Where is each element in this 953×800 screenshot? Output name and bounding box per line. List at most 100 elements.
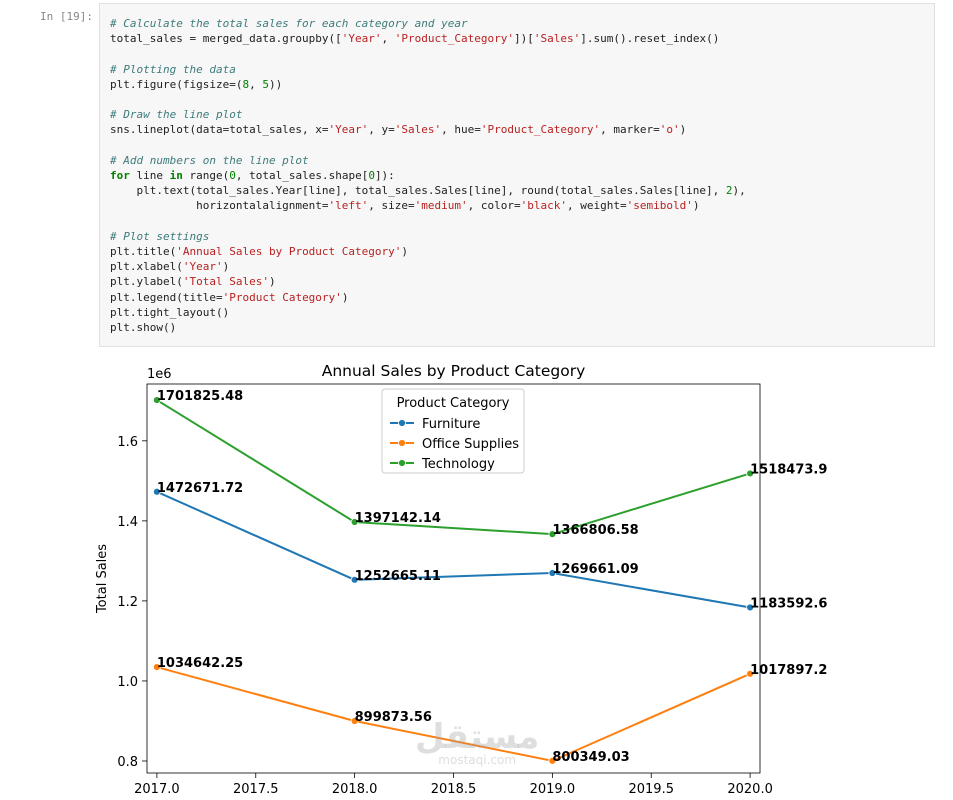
- y-tick-label: 1.2: [117, 595, 138, 610]
- code-token: ): [268, 275, 276, 289]
- code-token: plt.legend(title=: [110, 290, 223, 304]
- data-point: [350, 717, 359, 725]
- code-token: 0: [229, 169, 236, 183]
- y-offset-label: 1e6: [147, 367, 172, 382]
- code-token: # Draw the line plot: [110, 108, 243, 122]
- legend-entry-label: Furniture: [422, 417, 480, 432]
- series-line: [156, 666, 751, 762]
- data-label: 899873.56: [355, 710, 432, 725]
- x-tick-label: 2017.0: [134, 782, 180, 795]
- chart-title: Annual Sales by Product Category: [322, 362, 586, 380]
- code-token: total_sales = merged_data.groupby([: [110, 32, 342, 46]
- code-token: 'Product_Category': [480, 123, 601, 137]
- x-tick-label: 2020.0: [727, 782, 773, 795]
- code-token: plt.show(): [110, 321, 177, 335]
- code-line: plt.tight_layout(): [110, 306, 229, 319]
- code-token: , hue=: [441, 123, 481, 137]
- code-token: ]):: [374, 169, 395, 183]
- data-point: [746, 669, 755, 678]
- code-token: ): [341, 290, 349, 304]
- legend-title: Product Category: [397, 396, 510, 411]
- y-axis-label: Total Sales: [95, 544, 110, 614]
- data-point: [152, 487, 161, 496]
- watermark: مستقل mostaqi.com: [415, 720, 539, 766]
- code-token: 'Product_Category': [394, 32, 515, 46]
- code-token: 'Sales': [394, 123, 442, 137]
- code-token: 0: [368, 169, 375, 183]
- chart-output: 2017.0 2017.5 2018.0 2018.5 2019.0 2019.5 2020…: [88, 355, 836, 800]
- code-token: ])[: [514, 32, 534, 46]
- legend-swatch-marker: [398, 419, 406, 427]
- code-token: , total_sales.shape[: [235, 169, 369, 183]
- code-token: 'Sales': [533, 32, 581, 46]
- code-token: plt.xlabel(: [110, 260, 183, 274]
- code-line: plt.legend(title='Product Category'): [110, 291, 348, 304]
- data-label: 1701825.48: [157, 389, 243, 404]
- code-editor[interactable]: # Calculate the total sales for each cat…: [99, 3, 935, 347]
- code-token: # Plotting the data: [110, 62, 236, 76]
- code-token: , color=: [467, 199, 521, 213]
- y-tick-label: 1.6: [117, 435, 138, 450]
- code-token: ].sum().reset_index(): [580, 32, 720, 46]
- code-text[interactable]: # Calculate the total sales for each cat…: [110, 16, 746, 335]
- code-line: # Add numbers on the line plot: [110, 154, 309, 167]
- data-label: 1034642.25: [157, 656, 243, 671]
- code-token: 'black': [520, 199, 567, 213]
- code-line: plt.text(total_sales.Year[line], total_s…: [110, 184, 746, 198]
- code-line: sns.lineplot(data=total_sales, x='Year',…: [110, 123, 686, 136]
- code-token: ),: [732, 184, 746, 198]
- code-token: plt.tight_layout(): [110, 305, 230, 319]
- data-label: 1366806.58: [552, 523, 638, 538]
- code-token: 'Year': [341, 32, 382, 46]
- x-tick-label: 2018.0: [332, 782, 378, 795]
- data-label: 1269661.09: [552, 562, 638, 577]
- legend-swatch-marker: [398, 459, 406, 467]
- code-line: horizontalalignment='left', size='medium…: [110, 199, 699, 212]
- code-token: ,: [381, 32, 395, 46]
- series-line: [156, 399, 751, 536]
- legend: Product Category Furniture Office Supplies…: [381, 388, 525, 474]
- code-token: sns.lineplot(data=total_sales, x=: [110, 123, 329, 137]
- code-token: ): [401, 245, 409, 259]
- data-label: 1518473.98: [750, 462, 828, 477]
- code-token: 'Year': [182, 260, 223, 274]
- code-token: plt.title(: [110, 245, 177, 259]
- code-token: plt.figure(figsize=(: [110, 77, 243, 91]
- y-tick-label: 0.8: [117, 755, 138, 770]
- code-token: ): [692, 199, 700, 213]
- cell-prompt: In [19]:: [40, 10, 93, 23]
- code-token: ): [679, 123, 687, 137]
- code-token: 5: [262, 77, 269, 91]
- code-line: plt.show(): [110, 321, 176, 334]
- watermark-url: mostaqi.com: [438, 753, 517, 767]
- data-label: 1017897.26: [750, 663, 828, 678]
- code-line: for line in range(0, total_sales.shape[0…: [110, 169, 395, 182]
- line-chart: 2017.0 2017.5 2018.0 2018.5 2019.0 2019.5 2020…: [95, 362, 836, 797]
- code-token: in: [169, 169, 183, 183]
- data-label: 1472671.72: [157, 481, 243, 496]
- code-token: 'Annual Sales by Product Category': [176, 245, 402, 259]
- code-token: , marker=: [600, 123, 660, 137]
- code-token: plt.ylabel(: [110, 275, 183, 289]
- code-line: # Calculate the total sales for each cat…: [110, 17, 468, 30]
- code-token: 'Year': [328, 123, 369, 137]
- code-token: # Calculate the total sales for each cat…: [110, 17, 468, 30]
- data-label: 800349.03: [552, 750, 629, 765]
- data-point: [548, 756, 557, 765]
- code-token: ,: [249, 77, 263, 91]
- code-token: for: [110, 169, 130, 183]
- code-token: , y=: [368, 123, 395, 137]
- y-tick-label: 1.0: [117, 675, 138, 690]
- data-point: [152, 663, 161, 671]
- code-token: , weight=: [566, 199, 627, 213]
- data-point: [350, 518, 359, 526]
- code-token: # Add numbers on the line plot: [110, 153, 309, 167]
- code-token: 2: [725, 184, 733, 198]
- legend-entry-label: Office Supplies: [422, 437, 519, 452]
- code-line: # Draw the line plot: [110, 108, 242, 121]
- legend-box: [381, 388, 525, 474]
- code-line: plt.ylabel('Total Sales'): [110, 275, 276, 288]
- code-token: range(: [182, 169, 230, 183]
- code-line: plt.figure(figsize=(8, 5)): [110, 78, 282, 91]
- data-point: [548, 569, 557, 577]
